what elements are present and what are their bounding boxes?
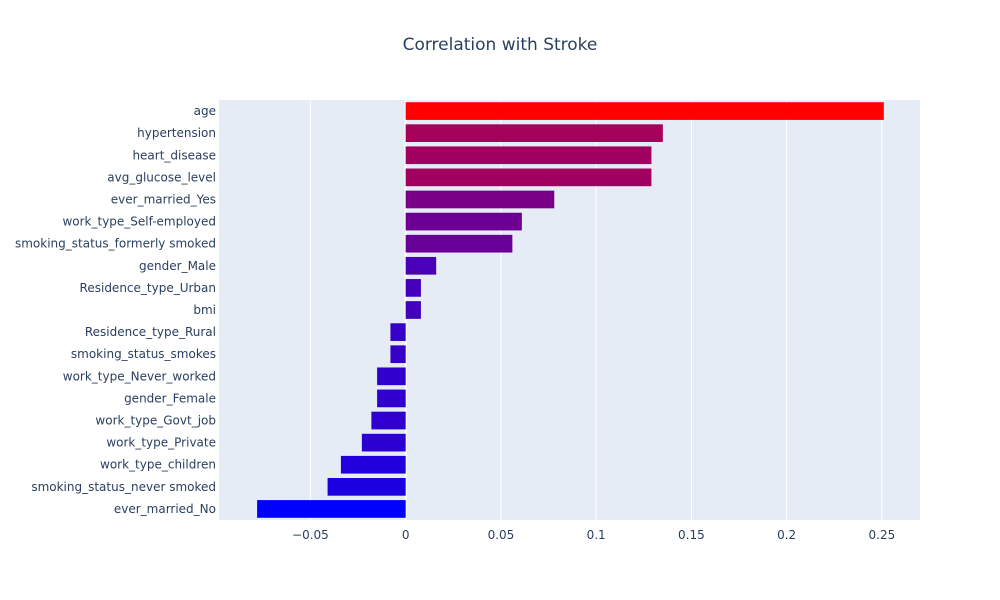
bars xyxy=(257,102,884,518)
bar-gender-female xyxy=(377,389,406,408)
y-tick-label: gender_Male xyxy=(139,259,216,273)
y-tick-label: hypertension xyxy=(137,126,216,140)
x-tick-label: 0 xyxy=(402,528,410,542)
bar-smoking-status-never-smoked xyxy=(327,478,406,496)
bar-ever-married-no xyxy=(257,500,406,518)
bar-heart-disease xyxy=(405,146,652,165)
bar-work-type-never-worked xyxy=(377,367,406,386)
bar-bmi xyxy=(405,301,421,319)
chart-title: Correlation with Stroke xyxy=(403,35,598,55)
bar-work-type-govt-job xyxy=(371,411,406,430)
y-tick-label: ever_married_Yes xyxy=(111,192,216,206)
bar-hypertension xyxy=(405,124,663,142)
y-tick-label: work_type_Private xyxy=(106,436,216,450)
bar-residence-type-urban xyxy=(405,279,421,297)
bar-work-type-self-employed xyxy=(405,212,522,231)
y-tick-label: heart_disease xyxy=(132,148,216,162)
y-tick-label: ever_married_No xyxy=(114,502,216,516)
bar-age xyxy=(405,102,884,120)
bar-smoking-status-smokes xyxy=(390,345,406,364)
y-tick-label: work_type_Never_worked xyxy=(63,369,216,383)
y-tick-label: age xyxy=(194,104,216,118)
bar-ever-married-yes xyxy=(405,190,555,209)
y-tick-label: avg_glucose_level xyxy=(107,170,216,184)
bar-avg-glucose-level xyxy=(405,168,652,187)
y-tick-label: smoking_status_smokes xyxy=(71,347,216,361)
x-tick-label: −0.05 xyxy=(292,528,329,542)
x-tick-label: 0.05 xyxy=(488,528,515,542)
y-tick-label: smoking_status_never smoked xyxy=(31,480,216,494)
x-tick-label: 0.25 xyxy=(869,528,896,542)
y-tick-label: Residence_type_Rural xyxy=(85,325,216,339)
y-tick-label: bmi xyxy=(193,303,216,317)
bar-gender-male xyxy=(405,256,437,275)
bar-work-type-children xyxy=(340,455,406,474)
x-tick-label: 0.15 xyxy=(678,528,705,542)
y-tick-labels: age hypertension heart_disease avg_glucose_… xyxy=(15,104,216,516)
bar-work-type-private xyxy=(361,433,406,452)
y-tick-label: work_type_Self-employed xyxy=(62,215,216,229)
y-tick-label: Residence_type_Urban xyxy=(80,281,216,295)
x-tick-label: 0.1 xyxy=(587,528,606,542)
x-tick-labels: −0.05 0 0.05 0.1 0.15 0.2 0.25 xyxy=(292,528,895,542)
y-tick-label: work_type_children xyxy=(100,458,216,472)
bar-smoking-status-formerly-smoked xyxy=(405,234,513,253)
x-tick-label: 0.2 xyxy=(777,528,796,542)
y-tick-label: gender_Female xyxy=(124,391,216,405)
bar-residence-type-rural xyxy=(390,323,406,341)
y-tick-label: work_type_Govt_job xyxy=(95,414,216,428)
y-tick-label: smoking_status_formerly smoked xyxy=(15,237,216,251)
